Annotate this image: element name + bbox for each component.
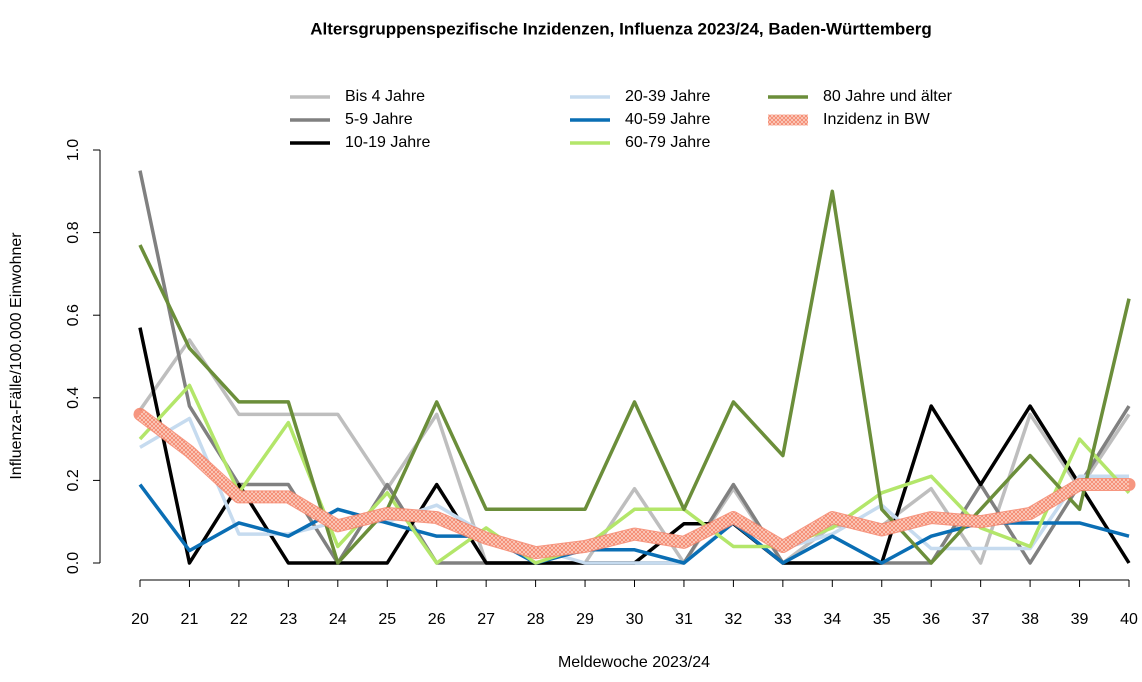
chart-title: Altersgruppenspezifische Inzidenzen, Inf… — [310, 19, 932, 38]
x-tick-label: 23 — [279, 611, 297, 628]
x-tick-label: 37 — [972, 611, 990, 628]
y-axis-title: Influenza-Fälle/100.000 Einwohner — [8, 232, 25, 480]
x-tick-label: 34 — [823, 611, 841, 628]
series-line — [138, 338, 1131, 565]
legend-label: 60-79 Jahre — [625, 134, 710, 151]
x-tick-label: 33 — [774, 611, 792, 628]
y-tick-label: 0.2 — [65, 469, 82, 491]
legend-label: 20-39 Jahre — [625, 88, 710, 105]
x-tick-label: 35 — [873, 611, 891, 628]
legend-label: 80 Jahre und älter — [823, 88, 953, 105]
series-line — [139, 416, 1129, 565]
x-tick-label: 29 — [576, 611, 594, 628]
x-tick-label: 24 — [329, 611, 347, 628]
x-tick-label: 26 — [428, 611, 446, 628]
legend-label: 10-19 Jahre — [345, 134, 430, 151]
y-tick-label: 0.6 — [65, 304, 82, 326]
x-tick-label: 40 — [1120, 611, 1138, 628]
x-tick-label: 31 — [675, 611, 693, 628]
x-tick-label: 28 — [527, 611, 545, 628]
x-tick-label: 20 — [131, 611, 149, 628]
x-tick-label: 27 — [477, 611, 495, 628]
y-tick-label: 0.0 — [65, 552, 82, 574]
x-tick-label: 30 — [626, 611, 644, 628]
series-line — [136, 409, 1129, 559]
x-tick-label: 38 — [1021, 611, 1039, 628]
x-tick-label: 39 — [1071, 611, 1089, 628]
x-axis-title: Meldewoche 2023/24 — [558, 654, 710, 671]
y-tick-label: 0.4 — [65, 387, 82, 409]
series-line — [138, 189, 1131, 565]
x-tick-label: 22 — [230, 611, 248, 628]
series-line — [138, 383, 1131, 565]
legend-label: 5-9 Jahre — [345, 111, 413, 128]
legend-label: Bis 4 Jahre — [345, 88, 425, 105]
x-tick-label: 36 — [922, 611, 940, 628]
x-tick-label: 32 — [725, 611, 743, 628]
y-tick-label: 0.8 — [65, 221, 82, 243]
x-tick-label: 25 — [378, 611, 396, 628]
y-tick-label: 1.0 — [65, 139, 82, 161]
x-tick-label: 21 — [181, 611, 199, 628]
legend-label: 40-59 Jahre — [625, 111, 710, 128]
legend-label: Inzidenz in BW — [823, 111, 931, 128]
